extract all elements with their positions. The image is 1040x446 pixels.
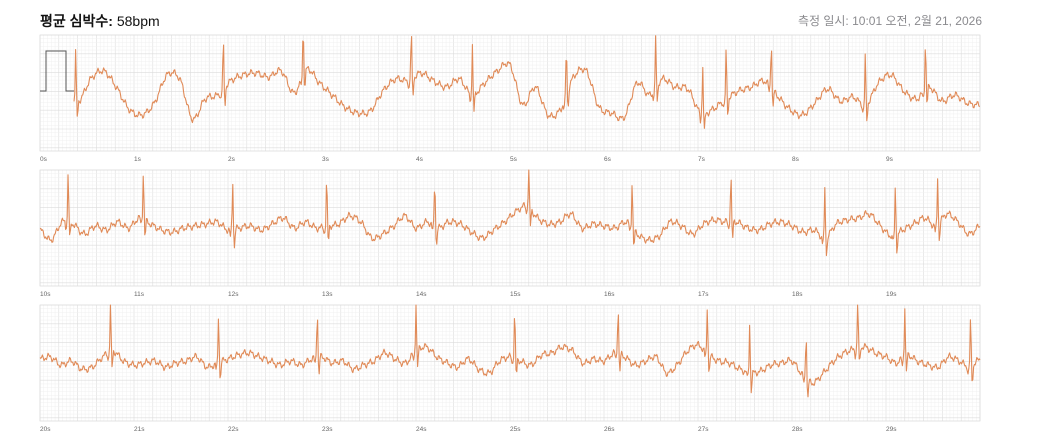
x-tick-label: 9s bbox=[886, 156, 894, 163]
ecg-strip-3-svg: 20s 21s 22s 23s 24s 25s 26s 27s 28s 29s bbox=[39, 304, 981, 433]
measurement-datetime-value: 10:01 오전, 2월 21, 2026 bbox=[852, 14, 982, 28]
x-tick-label: 11s bbox=[134, 291, 145, 298]
ecg-grid bbox=[39, 34, 981, 152]
x-tick-label: 21s bbox=[134, 426, 145, 433]
x-tick-label: 22s bbox=[228, 426, 239, 433]
x-tick-label: 14s bbox=[416, 291, 427, 298]
measurement-datetime-label: 측정 일시: bbox=[797, 14, 849, 28]
x-tick-label: 19s bbox=[886, 291, 897, 298]
x-tick-label: 23s bbox=[322, 426, 333, 433]
x-tick-label: 3s bbox=[322, 156, 330, 163]
x-tick-label: 17s bbox=[698, 291, 709, 298]
calibration-pulse bbox=[40, 50, 74, 92]
average-heart-rate-label: 평균 심박수: bbox=[40, 13, 113, 29]
ecg-grid bbox=[39, 169, 981, 287]
average-heart-rate: 평균 심박수: 58bpm bbox=[40, 11, 160, 31]
chart-header: 평균 심박수: 58bpm 측정 일시: 10:01 오전, 2월 21, 20… bbox=[40, 10, 982, 32]
x-tick-label: 5s bbox=[510, 156, 518, 163]
x-tick-label: 6s bbox=[604, 156, 612, 163]
x-tick-label: 29s bbox=[886, 426, 897, 433]
x-tick-label: 16s bbox=[604, 291, 615, 298]
ecg-strip-1-svg: 0s 1s 2s 3s 4s 5s 6s 7s 8s 9s bbox=[39, 34, 981, 163]
x-tick-label: 1s bbox=[134, 156, 142, 163]
average-heart-rate-value: 58bpm bbox=[116, 13, 160, 29]
x-tick-label: 28s bbox=[792, 426, 803, 433]
x-tick-label: 10s bbox=[40, 291, 51, 298]
measurement-datetime: 측정 일시: 10:01 오전, 2월 21, 2026 bbox=[798, 12, 982, 29]
x-tick-label: 13s bbox=[322, 291, 333, 298]
ecg-trace bbox=[39, 169, 981, 257]
x-tick-label: 18s bbox=[792, 291, 803, 298]
x-tick-label: 27s bbox=[698, 426, 709, 433]
x-tick-label: 25s bbox=[510, 426, 521, 433]
x-tick-label: 8s bbox=[792, 156, 800, 163]
ecg-strip-1: 0s 1s 2s 3s 4s 5s 6s 7s 8s 9s bbox=[39, 34, 981, 167]
x-tick-label: 20s bbox=[40, 426, 51, 433]
x-tick-label: 7s bbox=[698, 156, 706, 163]
x-tick-label: 0s bbox=[40, 156, 48, 163]
x-tick-label: 24s bbox=[416, 426, 427, 433]
x-tick-label: 12s bbox=[228, 291, 239, 298]
x-tick-label: 4s bbox=[416, 156, 424, 163]
ecg-strip-2-svg: 10s 11s 12s 13s 14s 15s 16s 17s 18s 19s bbox=[39, 169, 981, 298]
x-tick-label: 2s bbox=[228, 156, 236, 163]
x-tick-label: 15s bbox=[510, 291, 521, 298]
ecg-trace bbox=[39, 304, 981, 398]
ecg-strip-2: 10s 11s 12s 13s 14s 15s 16s 17s 18s 19s bbox=[39, 169, 981, 302]
ecg-grid bbox=[39, 304, 981, 422]
ecg-strip-3: 20s 21s 22s 23s 24s 25s 26s 27s 28s 29s bbox=[39, 304, 981, 437]
x-tick-label: 26s bbox=[604, 426, 615, 433]
ecg-trace bbox=[73, 35, 981, 129]
